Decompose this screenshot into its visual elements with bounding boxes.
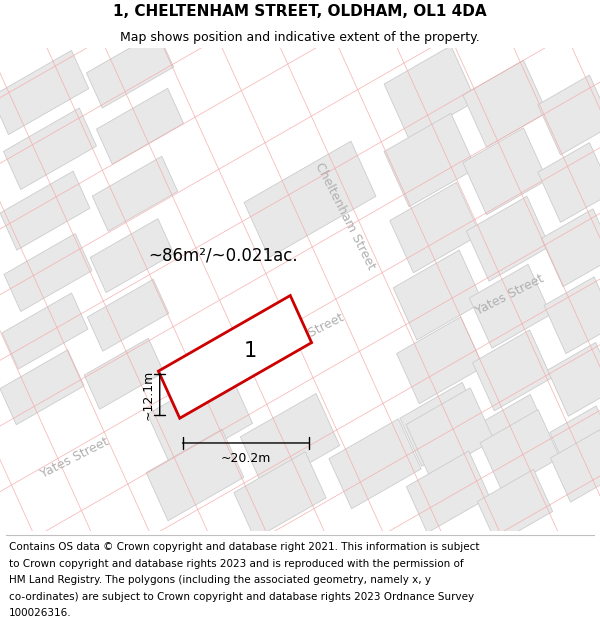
Polygon shape — [406, 388, 494, 477]
Text: Yates Street: Yates Street — [473, 272, 547, 318]
Polygon shape — [466, 196, 550, 281]
Text: co-ordinates) are subject to Crown copyright and database rights 2023 Ordnance S: co-ordinates) are subject to Crown copyr… — [9, 592, 474, 602]
Text: Yates Street: Yates Street — [38, 436, 112, 481]
Polygon shape — [475, 394, 551, 472]
Text: ~12.1m: ~12.1m — [142, 369, 155, 420]
Polygon shape — [463, 128, 547, 214]
Text: 1: 1 — [244, 341, 257, 361]
Polygon shape — [244, 141, 376, 258]
Polygon shape — [92, 156, 178, 231]
Polygon shape — [478, 469, 553, 544]
Polygon shape — [384, 46, 476, 139]
Polygon shape — [241, 394, 340, 489]
Polygon shape — [88, 279, 169, 351]
Text: HM Land Registry. The polygons (including the associated geometry, namely x, y: HM Land Registry. The polygons (includin… — [9, 575, 431, 585]
Polygon shape — [400, 382, 484, 466]
Polygon shape — [538, 142, 600, 222]
Polygon shape — [469, 264, 551, 348]
Polygon shape — [158, 296, 311, 418]
Polygon shape — [2, 293, 88, 369]
Polygon shape — [148, 368, 253, 469]
Polygon shape — [90, 219, 174, 292]
Text: ~20.2m: ~20.2m — [220, 452, 271, 465]
Text: 1, CHELTENHAM STREET, OLDHAM, OL1 4DA: 1, CHELTENHAM STREET, OLDHAM, OL1 4DA — [113, 4, 487, 19]
Polygon shape — [97, 88, 184, 164]
Polygon shape — [4, 234, 92, 311]
Polygon shape — [551, 430, 600, 502]
Text: Cheltenham Street: Cheltenham Street — [313, 161, 377, 272]
Polygon shape — [4, 108, 97, 189]
Polygon shape — [473, 330, 551, 411]
Text: 100026316.: 100026316. — [9, 608, 71, 618]
Text: to Crown copyright and database rights 2023 and is reproduced with the permissio: to Crown copyright and database rights 2… — [9, 559, 464, 569]
Polygon shape — [0, 51, 89, 134]
Polygon shape — [480, 409, 560, 491]
Text: Contains OS data © Crown copyright and database right 2021. This information is : Contains OS data © Crown copyright and d… — [9, 542, 479, 552]
Polygon shape — [0, 350, 84, 425]
Polygon shape — [541, 209, 600, 287]
Text: ~86m²/~0.021ac.: ~86m²/~0.021ac. — [148, 247, 298, 264]
Polygon shape — [84, 338, 164, 409]
Polygon shape — [550, 406, 600, 477]
Text: Yates Street: Yates Street — [274, 312, 346, 357]
Text: Map shows position and indicative extent of the property.: Map shows position and indicative extent… — [120, 31, 480, 44]
Polygon shape — [397, 317, 484, 404]
Polygon shape — [0, 171, 90, 250]
Polygon shape — [86, 32, 173, 108]
Polygon shape — [406, 451, 490, 532]
Polygon shape — [0, 165, 600, 341]
Polygon shape — [544, 277, 600, 354]
Polygon shape — [548, 342, 600, 416]
Polygon shape — [538, 75, 600, 155]
Polygon shape — [393, 250, 483, 340]
Polygon shape — [0, 348, 227, 484]
Polygon shape — [270, 39, 440, 539]
Polygon shape — [463, 61, 547, 147]
Polygon shape — [234, 452, 326, 539]
Polygon shape — [384, 113, 476, 207]
Polygon shape — [390, 182, 480, 272]
Polygon shape — [146, 429, 244, 521]
Polygon shape — [329, 419, 421, 509]
